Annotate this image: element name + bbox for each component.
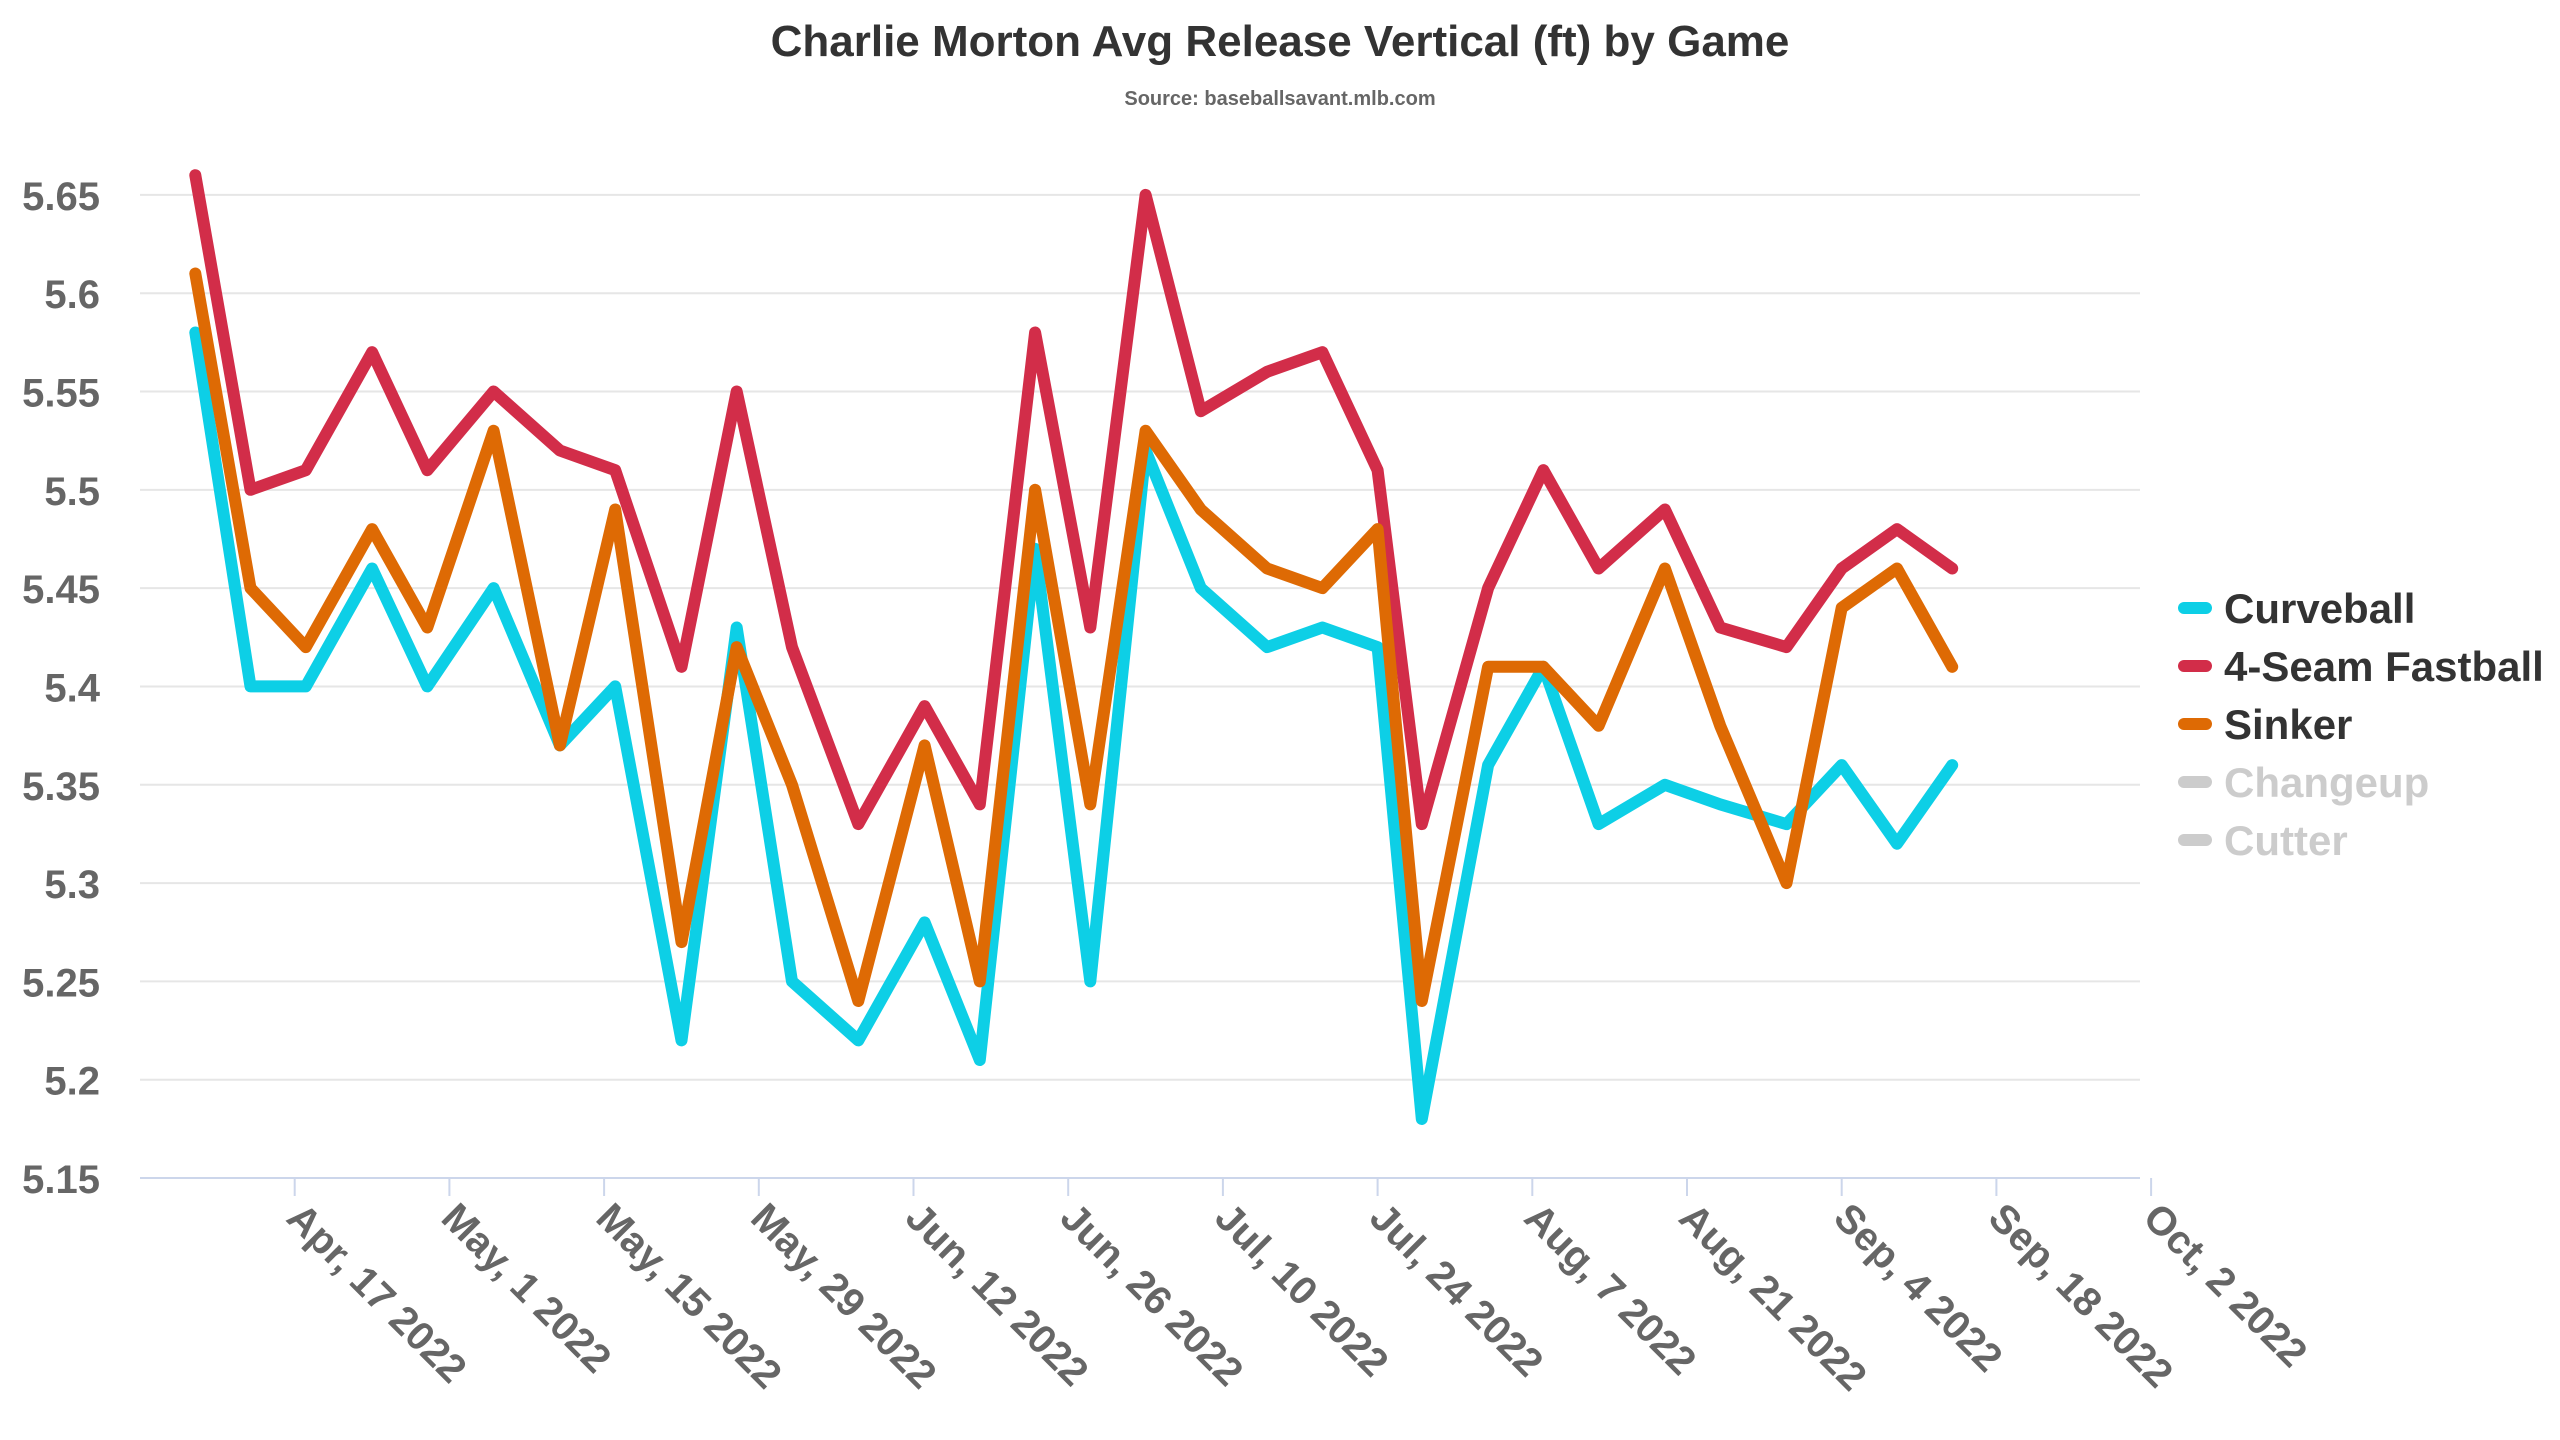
legend-label: 4-Seam Fastball [2224,643,2544,690]
y-tick-label: 5.3 [44,863,100,907]
series-line-4-seam-fastball[interactable] [189,169,1959,831]
legend-item-curveball[interactable]: Curveball [2178,585,2415,632]
series-lines [189,169,1959,1125]
y-tick-label: 5.35 [22,765,100,809]
legend-item-cutter[interactable]: Cutter [2178,817,2348,864]
legend-item-changeup[interactable]: Changeup [2178,759,2429,806]
legend-swatch [2178,602,2212,614]
chart-subtitle: Source: baseballsavant.mlb.com [1124,88,1435,110]
y-tick-label: 5.2 [44,1060,100,1104]
y-tick-label: 5.4 [44,666,100,710]
y-tick-label: 5.55 [22,372,100,416]
y-tick-label: 5.5 [44,470,100,514]
y-tick-label: 5.15 [22,1158,100,1202]
legend-label: Sinker [2224,701,2352,748]
series-line-sinker[interactable] [189,267,1959,1007]
y-tick-label: 5.25 [22,961,100,1005]
legend-label: Changeup [2224,759,2429,806]
legend-swatch [2178,660,2212,672]
legend-swatch [2178,718,2212,730]
y-tick-label: 5.65 [22,175,100,219]
y-tick-label: 5.45 [22,568,100,612]
y-tick-label: 5.6 [44,273,100,317]
legend-swatch [2178,834,2212,846]
legend-item-4-seam-fastball[interactable]: 4-Seam Fastball [2178,643,2544,690]
legend: Curveball 4-Seam Fastball Sinker Changeup Cu… [2178,585,2544,864]
legend-label: Curveball [2224,585,2415,632]
legend-item-sinker[interactable]: Sinker [2178,701,2352,748]
chart-title: Charlie Morton Avg Release Vertical (ft)… [771,17,1790,66]
legend-swatch [2178,776,2212,788]
legend-label: Cutter [2224,817,2348,864]
y-axis: 5.15 5.2 5.25 5.3 5.35 5.4 5.45 5.5 5.55 5.6 5.65 [22,175,101,1202]
series-line-curveball[interactable] [189,326,1959,1125]
